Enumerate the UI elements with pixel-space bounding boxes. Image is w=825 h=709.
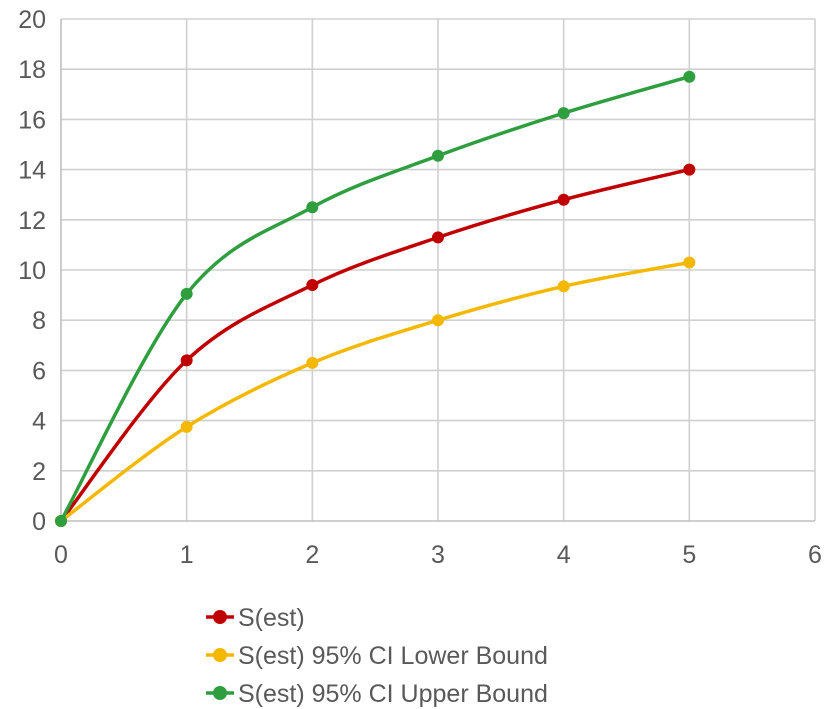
legend: S(est) S(est) 95% CI Lower Bound S(est) 95… bbox=[206, 604, 548, 708]
x-tick-label: 0 bbox=[54, 541, 68, 569]
x-tick-label: 4 bbox=[557, 541, 571, 569]
y-tick-label: 6 bbox=[32, 357, 46, 385]
x-tick-label: 3 bbox=[431, 541, 445, 569]
data-point bbox=[55, 515, 67, 527]
series-line bbox=[59, 260, 692, 523]
x-tick-label: 5 bbox=[682, 541, 696, 569]
y-tick-label: 16 bbox=[18, 106, 46, 134]
series-line bbox=[59, 74, 692, 523]
data-point bbox=[306, 356, 319, 369]
data-point bbox=[557, 107, 570, 120]
y-tick-label: 2 bbox=[32, 458, 46, 486]
y-tick-label: 14 bbox=[18, 157, 46, 185]
x-tick-label: 6 bbox=[808, 541, 822, 569]
axes bbox=[60, 19, 815, 522]
y-tick-label: 12 bbox=[18, 207, 46, 235]
data-point bbox=[557, 193, 570, 206]
series-2 bbox=[55, 256, 696, 527]
y-tick-label: 8 bbox=[32, 307, 46, 335]
y-tick-label: 10 bbox=[18, 257, 46, 285]
data-point bbox=[683, 163, 696, 176]
series-line bbox=[59, 167, 692, 523]
legend-entry: S(est) 95% CI Upper Bound bbox=[206, 680, 548, 708]
data-point bbox=[180, 420, 193, 433]
legend-marker bbox=[213, 686, 227, 700]
legend-marker bbox=[213, 610, 227, 624]
legend-label: S(est) 95% CI Upper Bound bbox=[238, 680, 548, 708]
data-point bbox=[180, 287, 193, 300]
y-tick-label: 4 bbox=[32, 408, 46, 436]
data-point bbox=[683, 70, 696, 83]
legend-label: S(est) 95% CI Lower Bound bbox=[238, 642, 548, 670]
data-point bbox=[306, 201, 319, 214]
legend-entry: S(est) 95% CI Lower Bound bbox=[206, 642, 548, 670]
data-point bbox=[432, 314, 444, 327]
x-tick-label: 2 bbox=[305, 541, 319, 569]
legend-marker bbox=[213, 648, 227, 662]
data-point bbox=[306, 279, 319, 292]
series-3 bbox=[55, 70, 696, 527]
data-point bbox=[180, 354, 193, 367]
y-tick-label: 0 bbox=[32, 508, 46, 536]
data-point bbox=[432, 231, 444, 244]
x-tick-label: 1 bbox=[180, 541, 194, 569]
legend-entry: S(est) bbox=[206, 604, 305, 632]
data-point bbox=[683, 256, 696, 269]
y-tick-label: 20 bbox=[18, 6, 46, 34]
series-lines bbox=[55, 70, 696, 527]
data-point bbox=[432, 149, 444, 162]
y-tick-label: 18 bbox=[18, 56, 46, 84]
grid bbox=[61, 18, 816, 521]
legend-label: S(est) bbox=[238, 604, 305, 632]
data-point bbox=[557, 280, 570, 293]
